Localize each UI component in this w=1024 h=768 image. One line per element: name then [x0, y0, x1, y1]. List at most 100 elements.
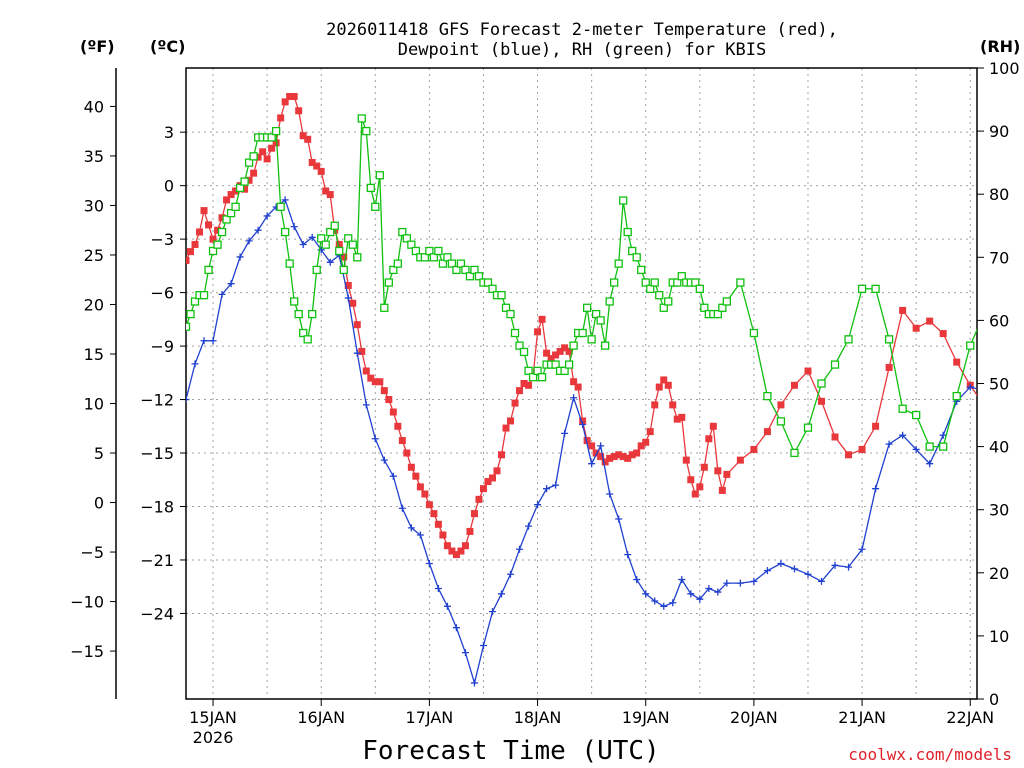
- rh-point: [677, 272, 686, 281]
- temperature-point: [362, 367, 370, 375]
- rh-point: [290, 297, 299, 306]
- rh-point: [411, 246, 421, 256]
- rh-point: [317, 234, 326, 243]
- rh-point: [601, 341, 610, 350]
- dewpoint-point: [461, 649, 469, 657]
- rh-point: [244, 158, 254, 167]
- dewpoint-point: [763, 567, 771, 575]
- temperature-point: [858, 445, 866, 453]
- rh-point: [380, 303, 389, 312]
- dewpoint-point: [777, 560, 785, 568]
- rh-point: [515, 341, 524, 350]
- temperature-point: [637, 442, 645, 450]
- credit-label: coolwx.com/models: [848, 745, 1012, 764]
- rh-point: [429, 253, 439, 262]
- rh-point: [817, 379, 826, 388]
- rh-point: [641, 278, 650, 287]
- temperature-point: [349, 299, 357, 307]
- rh-point: [857, 284, 867, 294]
- temperature-point: [376, 378, 384, 386]
- dewpoint-point: [200, 337, 208, 345]
- rh-tick-label: 0: [989, 690, 999, 709]
- temperature-point: [583, 437, 591, 445]
- rh-tick-label: 100: [989, 59, 1020, 78]
- rh-point: [393, 259, 402, 268]
- rh-point: [871, 284, 880, 294]
- rh-point: [344, 234, 353, 243]
- rh-point: [506, 309, 515, 319]
- celsius-tick-label: 0: [164, 177, 174, 196]
- temperature-point: [633, 449, 641, 457]
- rh-point: [925, 442, 934, 451]
- temperature-point: [570, 378, 578, 386]
- temperature-point: [543, 349, 551, 357]
- dewpoint-point: [552, 481, 560, 489]
- temperature-point: [187, 248, 195, 256]
- temperature-point: [669, 401, 677, 409]
- temperature-point: [434, 520, 442, 528]
- rh-point: [204, 265, 213, 275]
- rh-point: [623, 227, 632, 237]
- rh-point: [294, 309, 303, 319]
- temperature-point: [367, 374, 375, 382]
- temperature-point: [700, 463, 708, 471]
- temperature-point: [497, 451, 505, 459]
- x-tick-sublabel: 2026: [193, 728, 234, 747]
- temperature-point: [304, 135, 312, 143]
- temperature-point: [308, 158, 316, 166]
- celsius-tick-label: −21: [140, 551, 174, 570]
- temperature-point: [953, 358, 961, 366]
- fahrenheit-tick-label: 5: [94, 444, 104, 463]
- rh-point: [695, 284, 704, 294]
- rh-point: [898, 404, 907, 413]
- temperature-point: [263, 155, 271, 163]
- temperature-point: [484, 478, 492, 486]
- temperature-point: [682, 456, 690, 464]
- dewpoint-point: [371, 435, 379, 443]
- temperature-point: [615, 451, 623, 459]
- temperature-point: [493, 467, 501, 475]
- rh-point: [434, 246, 443, 256]
- rh-point: [483, 278, 493, 287]
- temperature-point: [326, 191, 334, 199]
- temperature-point: [705, 435, 713, 443]
- dewpoint-point: [669, 599, 677, 607]
- temperature-point: [790, 381, 798, 389]
- x-tick-label: 18JAN: [514, 708, 562, 727]
- temperature-point: [272, 139, 280, 147]
- rh-point: [501, 303, 511, 312]
- temperature-point: [534, 328, 542, 336]
- rh-point: [267, 133, 276, 142]
- rh-point: [614, 259, 623, 268]
- rh-point: [966, 341, 975, 350]
- rh-point: [528, 373, 538, 382]
- rh-point: [488, 284, 497, 294]
- rh-point: [551, 360, 560, 369]
- rh-tick-label: 40: [989, 438, 1009, 457]
- temperature-point: [209, 235, 217, 243]
- fahrenheit-tick-label: −10: [70, 593, 104, 612]
- rh-point: [691, 278, 700, 287]
- rh-point: [610, 278, 619, 287]
- grid-lines: [186, 68, 977, 699]
- temperature-point: [899, 306, 907, 314]
- x-tick-label: 21JAN: [838, 708, 886, 727]
- temperature-point: [926, 317, 934, 325]
- dewpoint-point: [488, 608, 496, 616]
- dewpoint-point: [245, 237, 253, 245]
- rh-point: [596, 316, 605, 325]
- dewpoint-point: [389, 472, 397, 480]
- rh-point: [952, 391, 961, 401]
- temperature-point: [980, 401, 987, 408]
- fahrenheit-tick-label: 25: [84, 246, 104, 265]
- dewpoint-point: [570, 394, 578, 402]
- celsius-unit-label: (ºC): [150, 37, 185, 56]
- dewpoint-point: [236, 253, 244, 261]
- dewpoint-point: [425, 560, 433, 568]
- temperature-point: [394, 422, 402, 430]
- temperature-point: [678, 413, 686, 421]
- dewpoint-point: [579, 420, 587, 428]
- temperature-point: [511, 399, 519, 407]
- data-series: [186, 93, 987, 687]
- rh-point: [231, 202, 240, 211]
